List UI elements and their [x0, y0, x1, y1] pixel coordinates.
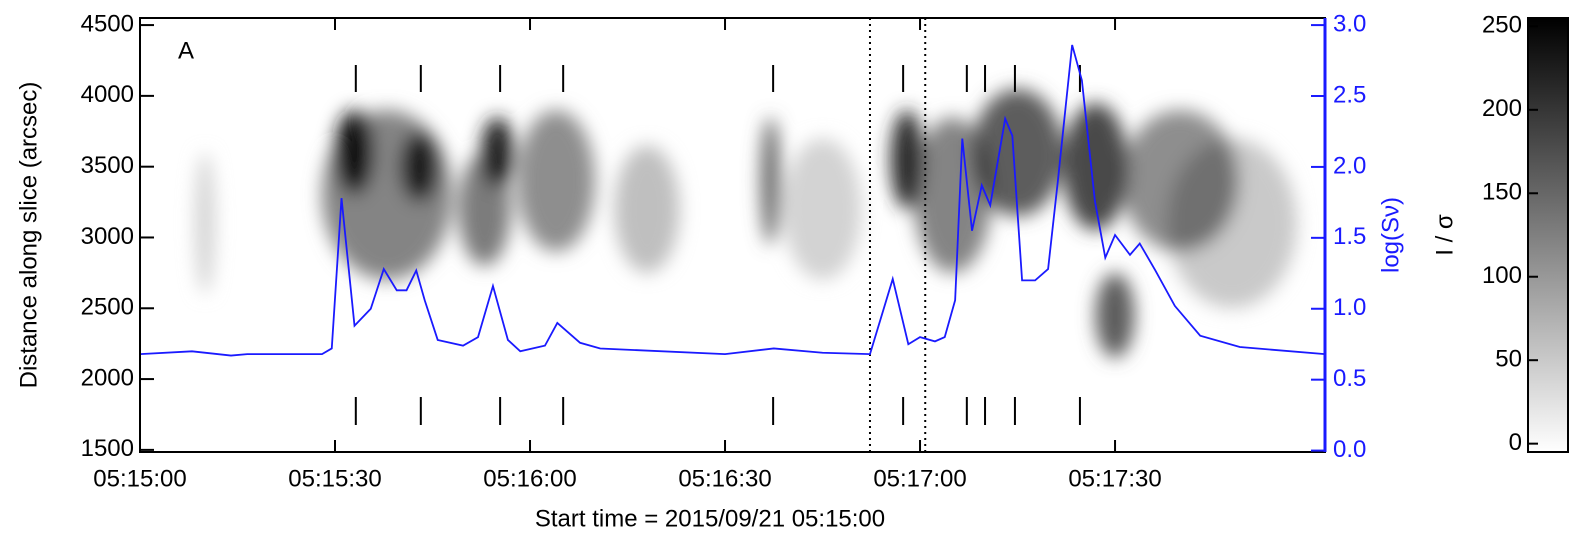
- y2-tick-label: 2.0: [1333, 152, 1366, 179]
- colorbar-tick-label: 200: [1482, 95, 1522, 122]
- x-tick-label: 05:16:30: [678, 465, 771, 492]
- y2-tick-label: 2.5: [1333, 81, 1366, 108]
- y2-tick-label: 3.0: [1333, 10, 1366, 37]
- colorbar-tick-label: 250: [1482, 12, 1522, 39]
- x-tick-label: 05:15:00: [93, 465, 186, 492]
- intensity-blob: [481, 117, 514, 188]
- x-tick-label: 05:16:00: [483, 465, 576, 492]
- y-tick-label: 3500: [81, 152, 134, 179]
- intensity-blob: [335, 110, 375, 195]
- colorbar-label: I / σ: [1431, 214, 1458, 256]
- intensity-blob: [913, 117, 992, 273]
- intensity-blob: [1095, 272, 1135, 358]
- intensity-blob: [1063, 102, 1129, 231]
- y2-tick-label: 0.5: [1333, 365, 1366, 392]
- y-tick-label: 2500: [81, 294, 134, 321]
- flux-line: [139, 44, 1326, 357]
- y2-tick-label: 0.0: [1333, 436, 1366, 463]
- colorbar-tick-label: 150: [1482, 179, 1522, 206]
- x-tick-label: 05:17:00: [873, 465, 966, 492]
- intensity-blob: [517, 110, 596, 252]
- y-axis-label: Distance along slice (arcsec): [15, 82, 42, 389]
- panel-label: A: [178, 37, 194, 64]
- y-tick-label: 3000: [81, 223, 134, 250]
- x-tick-label: 05:15:30: [288, 465, 381, 492]
- colorbar: [1527, 17, 1569, 453]
- intensity-blob: [400, 131, 440, 203]
- blob-layer: [195, 88, 1298, 358]
- x-tick-label: 05:17:30: [1068, 465, 1161, 492]
- intensity-blob: [614, 145, 680, 273]
- y-tick-label: 4500: [81, 10, 134, 37]
- colorbar-tick-label: 100: [1482, 262, 1522, 289]
- y2-tick-label: 1.5: [1333, 223, 1366, 250]
- y2-axis-label: log(Sν): [1377, 197, 1404, 273]
- y-tick-label: 1500: [81, 435, 134, 462]
- intensity-blob: [783, 138, 862, 280]
- y2-tick-label: 1.0: [1333, 294, 1366, 321]
- y-tick-label: 4000: [81, 81, 134, 108]
- intensity-image: [195, 88, 1298, 358]
- x-axis-label: Start time = 2015/09/21 05:15:00: [535, 505, 885, 532]
- intensity-blob: [972, 88, 1064, 217]
- intensity-blob: [760, 117, 781, 245]
- colorbar-tick-label: 50: [1495, 346, 1522, 373]
- intensity-blob: [1167, 138, 1298, 309]
- colorbar-tick-label: 0: [1509, 429, 1522, 456]
- y-tick-label: 2000: [81, 364, 134, 391]
- intensity-blob: [195, 152, 215, 295]
